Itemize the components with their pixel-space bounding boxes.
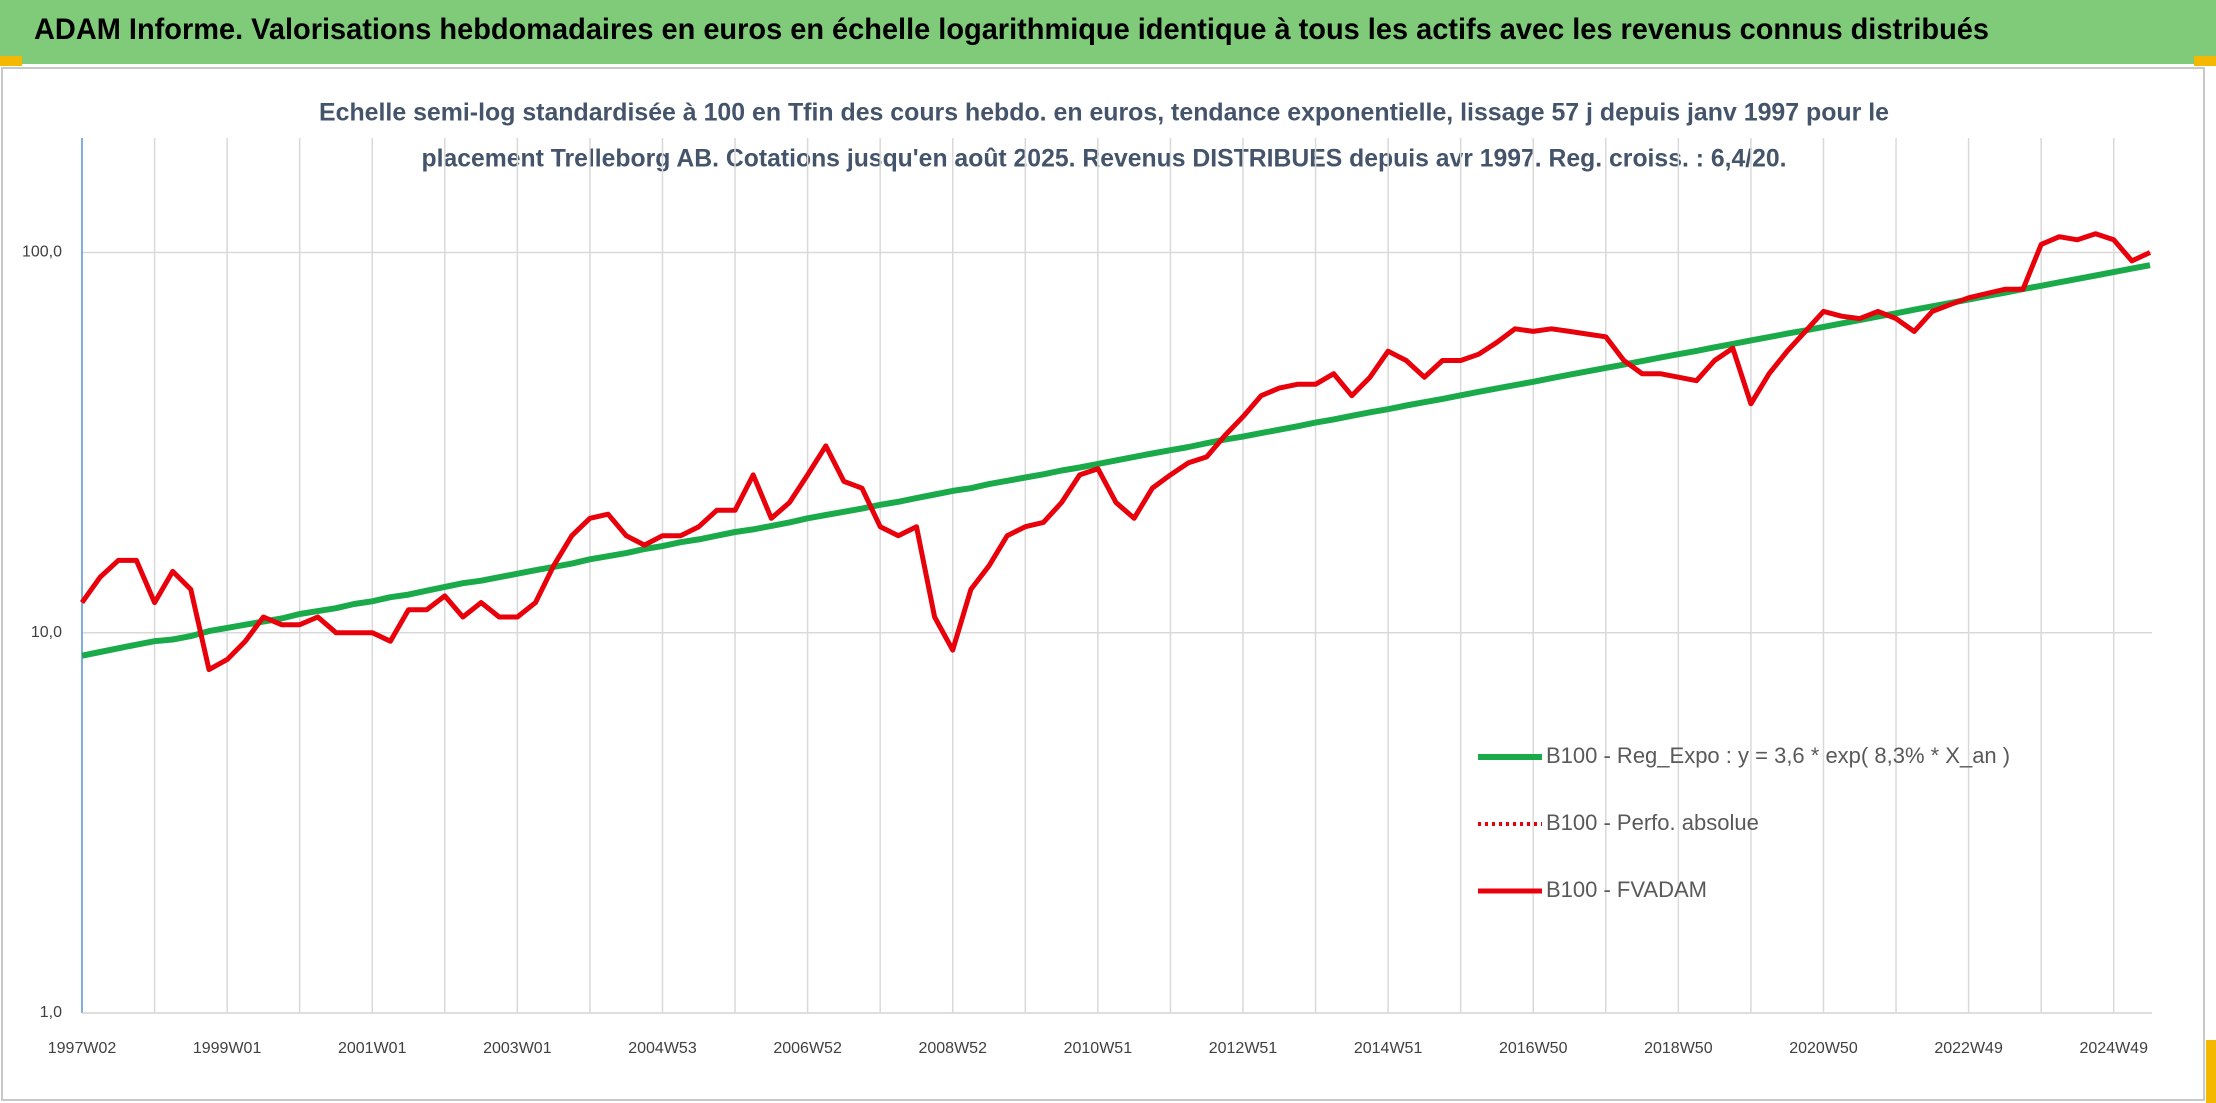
corner-mark [0,56,22,66]
corner-mark [2206,1040,2216,1103]
corner-mark [2194,56,2216,66]
page-title: ADAM Informe. Valorisations hebdomadaire… [34,13,1989,46]
panel-border [1,67,2205,1101]
legend-label: B100 - Perfo. absolue [1546,810,1759,835]
legend-label: B100 - Reg_Expo : y = 3,6 * exp( 8,3% * … [1546,743,2010,768]
subtitle: placement Trelleborg AB. Cotations jusqu… [422,145,1787,173]
x-tick-label: 2001W01 [338,1040,407,1057]
x-tick-label: 2008W52 [918,1040,987,1057]
x-tick-label: 2024W49 [2079,1040,2148,1057]
subtitle: Echelle semi-log standardisée à 100 en T… [319,99,1889,127]
x-tick-label: 1999W01 [193,1040,262,1057]
x-tick-label: 2012W51 [1209,1040,1278,1057]
x-tick-label: 2010W51 [1064,1040,1133,1057]
legend-label: B100 - FVADAM [1546,877,1707,902]
series-line [79,231,2152,673]
x-tick-label: 2018W50 [1644,1040,1713,1057]
x-tick-label: 2006W52 [773,1040,842,1057]
y-tick-label: 1,0 [40,1004,62,1021]
x-tick-label: 2014W51 [1354,1040,1423,1057]
x-tick-label: 1997W02 [48,1040,117,1057]
header-bar [0,0,2216,64]
x-tick-label: 2016W50 [1499,1040,1568,1057]
y-tick-label: 100,0 [22,244,62,261]
x-tick-label: 2003W01 [483,1040,552,1057]
x-tick-label: 2020W50 [1789,1040,1858,1057]
x-tick-label: 2022W49 [1934,1040,2003,1057]
x-tick-label: 2004W53 [628,1040,697,1057]
y-tick-label: 10,0 [31,624,62,641]
